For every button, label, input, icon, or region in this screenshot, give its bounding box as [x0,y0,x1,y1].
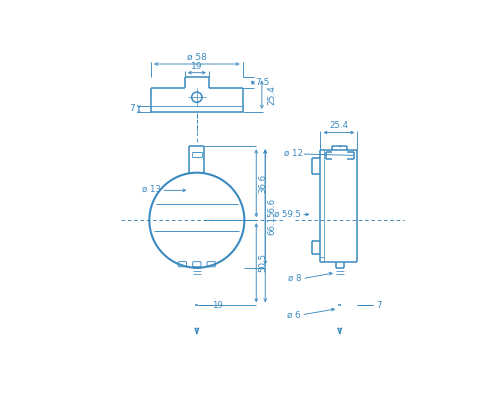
Text: 19: 19 [191,63,202,71]
Text: ø 8: ø 8 [288,274,302,283]
Text: 25.4: 25.4 [268,85,276,105]
Text: 50.5: 50.5 [259,253,268,272]
Text: 7: 7 [129,105,134,113]
Text: ø 59.5: ø 59.5 [274,210,300,219]
Text: ø 58: ø 58 [187,53,207,61]
Text: ø 12: ø 12 [284,149,303,158]
Text: 66.1: 66.1 [268,216,277,236]
Text: ø 6: ø 6 [287,310,300,319]
Text: 7.5: 7.5 [256,78,270,87]
Text: 36.6: 36.6 [259,174,268,193]
Text: 7: 7 [376,301,382,310]
Text: ø 13: ø 13 [142,185,162,194]
Text: 19: 19 [212,301,223,310]
Text: 56.6: 56.6 [268,198,277,216]
Text: 25.4: 25.4 [330,121,348,130]
